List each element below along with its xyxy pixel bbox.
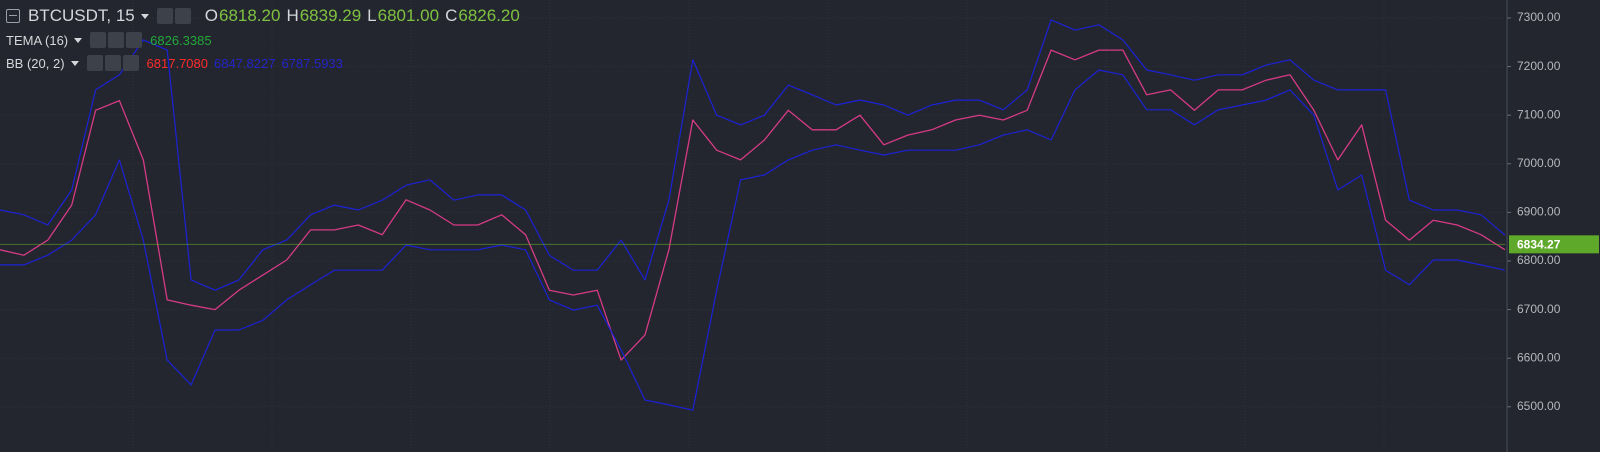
indicator-menu[interactable] [70, 60, 79, 66]
y-tick-label: 7000.00 [1517, 156, 1561, 170]
indicator-name: TEMA (16) [6, 32, 69, 48]
last-price-label: 6834.27 [1517, 238, 1561, 252]
symbol-title: BTCUSDT, 15 [28, 6, 135, 25]
remove-button[interactable] [122, 55, 139, 71]
ohlc-value: 6801.00 [377, 6, 440, 25]
indicator-menu[interactable] [74, 37, 83, 43]
settings-button[interactable] [108, 32, 125, 48]
ohlc-key: H [286, 6, 299, 25]
y-tick-label: 7100.00 [1517, 107, 1561, 121]
visibility-button[interactable] [86, 55, 103, 71]
indicator-value: 6817.7080 [146, 55, 208, 71]
band-line [0, 19, 1506, 291]
indicator-name: BB (20, 2) [6, 55, 65, 71]
ohlc-key: L [367, 6, 377, 25]
ohlc-key: C [445, 6, 458, 25]
indicator-value: 6826.3385 [150, 32, 212, 48]
price-line [0, 49, 1506, 361]
remove-button[interactable] [126, 32, 143, 48]
y-tick-label: 6600.00 [1517, 350, 1561, 364]
ohlc-value: 6839.29 [299, 6, 362, 25]
indicator-value: 6787.5933 [281, 55, 343, 71]
y-tick-label: 6900.00 [1517, 205, 1561, 219]
y-tick-label: 6700.00 [1517, 302, 1561, 316]
visibility-button[interactable] [156, 8, 173, 24]
indicator-row: TEMA (16) 6826.3385 [6, 32, 212, 48]
y-tick-label: 7300.00 [1517, 10, 1561, 24]
ohlc-key: O [204, 6, 218, 25]
band-line [0, 69, 1506, 411]
ohlc-value: 6818.20 [218, 6, 281, 25]
indicator-value: 6847.8227 [213, 55, 276, 71]
symbol-row: BTCUSDT, 15 O 6818.20 H 6839.29 L 6801.00 C… [6, 6, 520, 26]
y-tick-label: 7200.00 [1517, 59, 1561, 73]
indicator-row: BB (20, 2) 6817.7080 6847.8227 6787.5933 [6, 55, 343, 71]
settings-button[interactable] [104, 55, 121, 71]
y-tick-label: 6500.00 [1517, 399, 1561, 413]
collapse-button[interactable] [6, 9, 20, 23]
visibility-button[interactable] [90, 32, 107, 48]
last-price-tag [1509, 235, 1599, 254]
ohlc-value: 6826.20 [458, 6, 520, 25]
y-tick-label: 6800.00 [1517, 253, 1561, 267]
settings-button[interactable] [174, 8, 191, 24]
symbol-menu[interactable] [140, 13, 149, 19]
